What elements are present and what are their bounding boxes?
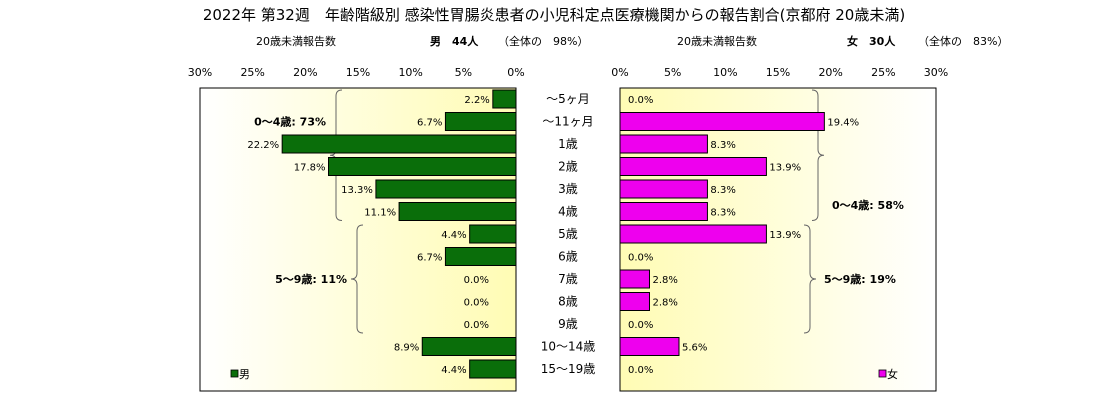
female-value-label: 19.4% bbox=[827, 118, 859, 129]
female-group-annotation: 0～4歳: 58% bbox=[832, 198, 904, 212]
category-label: 2歳 bbox=[558, 160, 578, 174]
male-value-label: 0.0% bbox=[464, 298, 489, 309]
category-labels: ～5ヶ月 ～11ヶ月 1歳 2歳 3歳 4歳 5歳 6歳 7歳 8歳 9歳 10～14歳 15～19歳 bbox=[541, 92, 596, 376]
male-bar bbox=[422, 338, 516, 356]
male-header-count: 男 44人 bbox=[430, 34, 479, 48]
male-legend-label: 男 bbox=[239, 368, 250, 381]
male-axis-ticks: 30% 25% 20% 15% 10% 5% 0% bbox=[188, 66, 525, 79]
female-bar bbox=[620, 270, 649, 288]
female-value-label: 8.3% bbox=[710, 208, 735, 219]
male-value-label: 17.8% bbox=[294, 163, 326, 174]
female-value-label: 0.0% bbox=[628, 253, 653, 264]
male-header-label: 20歳未満報告数 bbox=[256, 35, 336, 48]
male-x-tick: 0% bbox=[507, 66, 524, 79]
male-legend-swatch bbox=[231, 370, 238, 377]
female-bar bbox=[620, 225, 766, 243]
male-x-tick: 30% bbox=[188, 66, 212, 79]
female-header-label: 20歳未満報告数 bbox=[677, 35, 757, 48]
pyramid-chart: 2022年 第32週 年齢階級別 感染性胃腸炎患者の小児科定点医療機関からの報告… bbox=[0, 0, 1109, 417]
female-bar bbox=[620, 113, 824, 131]
female-group-annotation: 5～9歳: 19% bbox=[824, 272, 896, 286]
male-bar bbox=[445, 248, 516, 266]
female-value-label: 0.0% bbox=[628, 365, 653, 376]
male-bar bbox=[329, 158, 516, 176]
male-value-label: 13.3% bbox=[341, 185, 373, 196]
female-value-label: 0.0% bbox=[628, 95, 653, 106]
female-value-label: 5.6% bbox=[682, 343, 707, 354]
male-group-annotation: 5～9歳: 11% bbox=[275, 272, 347, 286]
female-x-tick: 25% bbox=[871, 66, 895, 79]
female-axis-ticks: 0% 5% 10% 15% 20% 25% 30% bbox=[611, 66, 948, 79]
female-x-tick: 0% bbox=[611, 66, 628, 79]
female-x-tick: 15% bbox=[766, 66, 790, 79]
male-value-label: 11.1% bbox=[364, 208, 396, 219]
female-x-tick: 5% bbox=[664, 66, 681, 79]
male-x-tick: 5% bbox=[455, 66, 472, 79]
female-bar bbox=[620, 158, 766, 176]
category-label: 3歳 bbox=[558, 182, 578, 196]
female-bar bbox=[620, 338, 679, 356]
female-header-count: 女 30人 bbox=[847, 34, 896, 48]
male-group-annotation: 0～4歳: 73% bbox=[254, 115, 326, 129]
category-label: ～11ヶ月 bbox=[542, 115, 593, 129]
female-value-label: 8.3% bbox=[710, 185, 735, 196]
female-value-label: 13.9% bbox=[769, 230, 801, 241]
category-label: 5歳 bbox=[558, 227, 578, 241]
male-value-label: 22.2% bbox=[247, 140, 279, 151]
category-label: 7歳 bbox=[558, 272, 578, 286]
female-value-label: 2.8% bbox=[652, 275, 677, 286]
category-label: 8歳 bbox=[558, 295, 578, 309]
male-value-label: 0.0% bbox=[464, 275, 489, 286]
male-bar bbox=[376, 180, 516, 198]
male-value-label: 4.4% bbox=[441, 365, 466, 376]
female-bar bbox=[620, 135, 707, 153]
male-value-label: 6.7% bbox=[417, 253, 442, 264]
female-bar bbox=[620, 293, 649, 311]
female-x-tick: 20% bbox=[818, 66, 842, 79]
category-label: 1歳 bbox=[558, 137, 578, 151]
male-bar bbox=[445, 113, 516, 131]
male-bar bbox=[470, 360, 516, 378]
male-value-label: 2.2% bbox=[464, 95, 489, 106]
male-x-tick: 10% bbox=[398, 66, 422, 79]
male-header-share: （全体の 98%） bbox=[498, 34, 588, 48]
category-label: 9歳 bbox=[558, 317, 578, 331]
female-x-tick: 10% bbox=[713, 66, 737, 79]
female-value-label: 8.3% bbox=[710, 140, 735, 151]
male-value-label: 4.4% bbox=[441, 230, 466, 241]
female-bar bbox=[620, 203, 707, 221]
male-value-label: 8.9% bbox=[394, 343, 419, 354]
male-x-tick: 15% bbox=[346, 66, 370, 79]
male-x-tick: 20% bbox=[293, 66, 317, 79]
category-label: 10～14歳 bbox=[541, 340, 596, 354]
category-label: 4歳 bbox=[558, 205, 578, 219]
male-bar bbox=[399, 203, 516, 221]
female-value-label: 13.9% bbox=[769, 163, 801, 174]
male-bar bbox=[470, 225, 516, 243]
male-value-label: 6.7% bbox=[417, 118, 442, 129]
male-bar bbox=[282, 135, 516, 153]
category-label: 15～19歳 bbox=[541, 362, 596, 376]
male-value-label: 0.0% bbox=[464, 320, 489, 331]
category-label: 6歳 bbox=[558, 250, 578, 264]
chart-title: 2022年 第32週 年齢階級別 感染性胃腸炎患者の小児科定点医療機関からの報告… bbox=[203, 6, 905, 24]
female-legend-label: 女 bbox=[887, 367, 898, 381]
female-legend-swatch bbox=[879, 370, 886, 377]
female-value-label: 2.8% bbox=[652, 298, 677, 309]
male-x-tick: 25% bbox=[240, 66, 264, 79]
male-bar bbox=[493, 90, 516, 108]
category-label: ～5ヶ月 bbox=[546, 92, 590, 106]
female-header-share: （全体の 83%） bbox=[918, 34, 1008, 48]
female-bar bbox=[620, 180, 707, 198]
female-x-tick: 30% bbox=[924, 66, 948, 79]
female-value-label: 0.0% bbox=[628, 320, 653, 331]
